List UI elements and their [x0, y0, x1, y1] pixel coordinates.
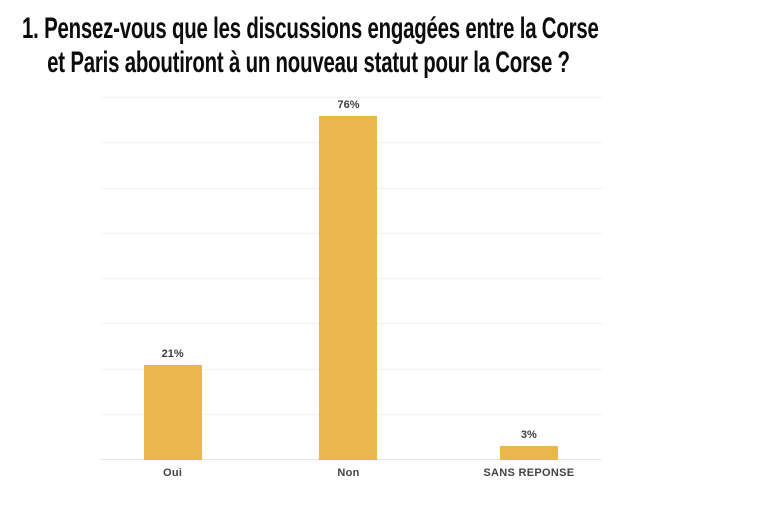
question-title: 1. Pensez-vous que les discussions engag…	[22, 12, 599, 80]
bar-oui	[143, 364, 202, 460]
bar-value-label-non: 76%	[337, 99, 360, 112]
question-title-line-1: 1. Pensez-vous que les discussions engag…	[22, 12, 599, 45]
category-label-sans-reponse: SANS REPONSE	[483, 467, 575, 479]
bar-chart-plot-area: 21% Oui 76% Non 3% SANS REPONSE	[101, 97, 602, 479]
bar-value-label-oui: 21%	[161, 347, 184, 360]
question-title-line-2: et Paris aboutiront à un nouveau statut …	[47, 46, 570, 79]
bar-non	[319, 116, 378, 460]
category-label-oui: Oui	[163, 467, 183, 479]
bar-group-sans-reponse: 3% SANS REPONSE	[449, 98, 609, 479]
gridline-80	[101, 97, 602, 98]
bar-sans-reponse	[499, 446, 558, 460]
bar-group-oui: 21% Oui	[93, 98, 253, 479]
bar-group-non: 76% Non	[268, 98, 428, 479]
bar-value-label-sans-reponse: 3%	[520, 429, 537, 442]
category-label-non: Non	[337, 467, 360, 479]
